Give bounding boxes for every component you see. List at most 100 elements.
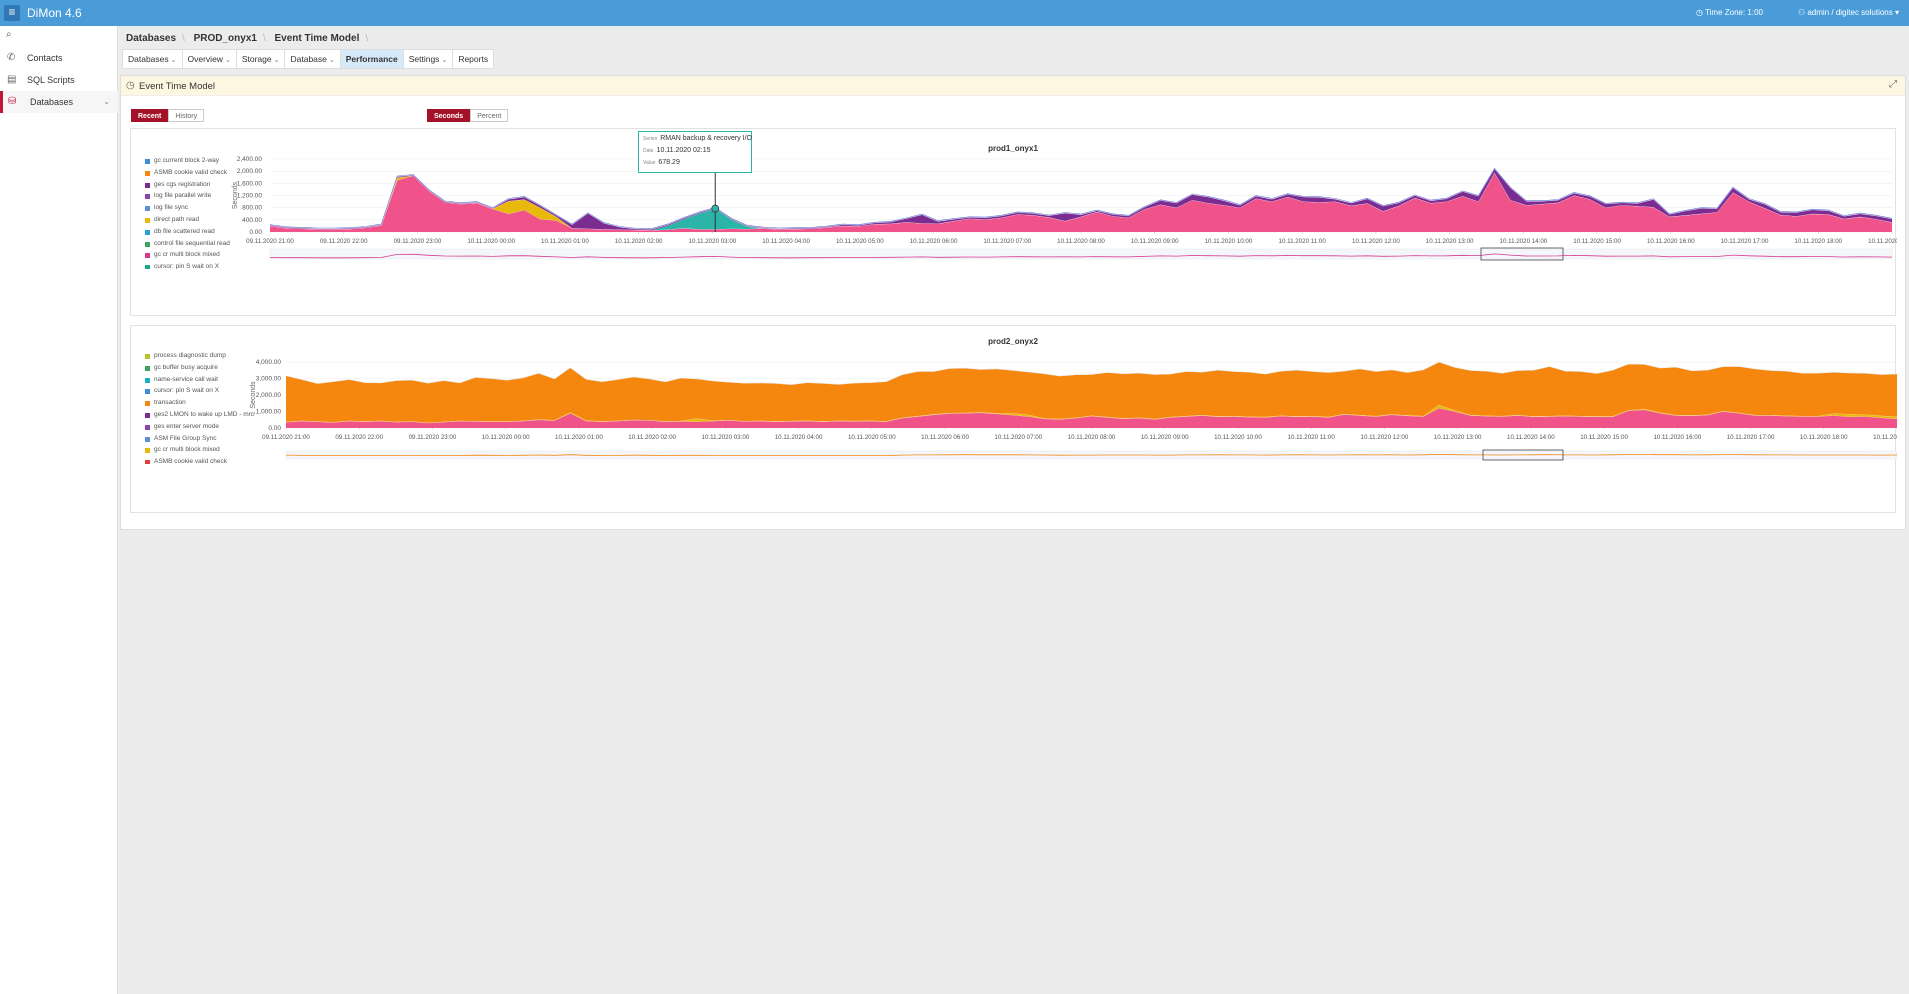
x-tick-label: 10.11.2020 14:00 — [1507, 434, 1555, 441]
legend-item[interactable]: transaction — [145, 399, 255, 411]
legend-item[interactable]: gc buffer busy acquire — [145, 364, 255, 376]
tab-label: Settings — [408, 54, 440, 64]
series-area[interactable] — [286, 408, 1897, 428]
x-tick-label: 10.11.2020 10:00 — [1214, 434, 1262, 441]
navigator-selection-handle[interactable] — [1482, 449, 1564, 461]
legend-swatch — [145, 389, 150, 395]
nav-tabs: Databases ⌄ Overview ⌄ Storage ⌄ Database ⌄ … — [122, 49, 495, 69]
tab-settings[interactable]: Settings ⌄ — [402, 49, 454, 69]
tab-reports[interactable]: Reports — [452, 49, 495, 69]
legend-label: gc current block 2-way — [154, 157, 220, 164]
legend-label: ASM File Group Sync — [154, 434, 217, 442]
tooltip-value: 678.29 — [658, 159, 680, 166]
tab-overview[interactable]: Overview ⌄ — [181, 49, 237, 69]
sidebar: ⌕ ✆ Contacts ▤ SQL Scripts ⛁ Databases ⌄ — [0, 26, 118, 994]
chevron-down-icon: ⌄ — [103, 97, 110, 106]
legend-item[interactable]: cursor: pin S wait on X — [145, 387, 255, 399]
legend-item[interactable]: direct path read — [145, 216, 255, 228]
tooltip-date-key: Date — [643, 148, 654, 154]
tab-database[interactable]: Database ⌄ — [284, 49, 341, 69]
x-tick-label: 10.11.2020 12:00 — [1352, 238, 1400, 245]
breadcrumb-databases[interactable]: Databases — [126, 33, 177, 44]
x-tick-label: 10.11.2020 13:00 — [1434, 434, 1482, 441]
x-tick-label: 09.11.2020 22:00 — [335, 434, 383, 441]
series-area[interactable] — [286, 362, 1897, 423]
series-line — [285, 361, 1897, 385]
x-tick-label: 10.11.2020 19:00 — [1873, 434, 1897, 441]
x-tick-label: 10.11.2020 01:00 — [541, 238, 589, 245]
y-tick-label: 2,400.00 — [237, 156, 263, 163]
chevron-down-icon: ⌄ — [441, 57, 448, 64]
y-tick-label: 800.00 — [242, 205, 262, 212]
x-tick-label: 10.11.2020 07:00 — [994, 434, 1042, 441]
legend-item[interactable]: ASMB cookie valid check — [145, 169, 255, 181]
legend-item[interactable]: process diagnostic dump — [145, 352, 255, 364]
panel-title: Event Time Model — [139, 81, 216, 92]
legend-item[interactable]: gc current block 2-way — [145, 157, 255, 169]
x-tick-label: 10.11.2020 05:00 — [848, 434, 896, 441]
sidebar-item-contacts[interactable]: ✆ Contacts — [0, 47, 118, 69]
seconds-button[interactable]: Seconds — [427, 109, 471, 122]
x-tick-label: 10.11.2020 13:00 — [1426, 238, 1474, 245]
legend-label: transaction — [154, 399, 186, 407]
x-tick-label: 10.11.2020 04:00 — [762, 238, 810, 245]
legend-item[interactable]: cursor: pin S wait on X — [145, 263, 255, 269]
x-tick-label: 10.11.2020 08:00 — [1068, 434, 1116, 441]
legend-swatch — [145, 377, 150, 383]
sidebar-item-label: SQL Scripts — [27, 75, 75, 85]
x-tick-label: 10.11.2020 19:00 — [1868, 238, 1897, 245]
percent-button[interactable]: Percent — [470, 109, 509, 122]
legend-swatch — [145, 436, 150, 442]
chart-plot[interactable]: 2,400.00 2,000.00 1,600.00 1,200.00 800.00 40… — [131, 129, 1897, 317]
x-tick-label: 10.11.2020 00:00 — [482, 434, 530, 441]
legend-item[interactable]: ges cgs registration — [145, 181, 255, 193]
app-title: DiMon 4.6 — [27, 6, 82, 20]
legend-label: ASMB cookie valid check — [154, 458, 227, 464]
breadcrumb-prod-onyx1[interactable]: PROD_onyx1 — [193, 33, 257, 44]
sidebar-item-databases[interactable]: ⛁ Databases ⌄ — [0, 91, 118, 113]
legend-item[interactable]: log file sync — [145, 204, 255, 216]
legend-item[interactable]: ges2 LMON to wake up LMD - mrcvr — [145, 411, 255, 423]
tab-storage[interactable]: Storage ⌄ — [235, 49, 286, 69]
legend-swatch — [145, 194, 150, 200]
hamburger-icon[interactable]: ≡ — [4, 5, 20, 21]
recent-button[interactable]: Recent — [131, 109, 169, 122]
legend-item[interactable]: gc cr multi block mixed — [145, 251, 255, 263]
legend-label: ges2 LMON to wake up LMD - mrcvr — [154, 410, 255, 418]
x-tick-label: 10.11.2020 06:00 — [910, 238, 958, 245]
legend-item[interactable]: db file scattered read — [145, 228, 255, 240]
legend-swatch — [145, 412, 150, 418]
legend-item[interactable]: ASM File Group Sync — [145, 435, 255, 447]
expand-icon[interactable]: ⤢ — [1889, 79, 1897, 90]
y-axis-label: Seconds — [250, 381, 257, 409]
tab-label: Reports — [458, 54, 489, 64]
chart-plot[interactable]: 4,000.00 3,000.00 2,000.00 1,000.00 0.00 Seco… — [131, 326, 1897, 514]
tab-performance[interactable]: Performance — [339, 49, 404, 69]
x-tick-label: 09.11.2020 23:00 — [409, 434, 457, 441]
legend-swatch — [145, 170, 150, 176]
navigator[interactable] — [269, 248, 1893, 260]
y-axis-label: Seconds — [232, 181, 239, 209]
y-tick-label: 1,600.00 — [237, 180, 263, 187]
y-tick-label: 3,000.00 — [256, 376, 282, 383]
x-tick-label: 10.11.2020 07:00 — [983, 238, 1031, 245]
legend-item[interactable]: log file parallel write — [145, 192, 255, 204]
series-area[interactable] — [270, 169, 1892, 231]
legend-item[interactable]: control file sequential read — [145, 240, 255, 252]
legend-item[interactable]: name-service call wait — [145, 376, 255, 388]
tab-databases[interactable]: Databases ⌄ — [122, 49, 183, 69]
legend-item[interactable]: gc cr multi block mixed — [145, 446, 255, 458]
legend-swatch — [145, 206, 150, 212]
legend-label: ASMB cookie valid check — [154, 168, 227, 176]
navigator-selection-handle[interactable] — [1480, 247, 1564, 261]
legend-item[interactable]: ges enter server mode — [145, 423, 255, 435]
breadcrumb-event-time-model: Event Time Model — [274, 33, 360, 44]
sidebar-item-sql-scripts[interactable]: ▤ SQL Scripts — [0, 69, 118, 91]
y-tick-label: 1,000.00 — [256, 409, 282, 416]
timezone-indicator[interactable]: ◷ Time Zone: 1:00 — [1696, 8, 1763, 17]
history-button[interactable]: History — [168, 109, 205, 122]
user-menu[interactable]: ⚇ admin / digitec solutions ▾ — [1798, 8, 1899, 17]
search-icon[interactable]: ⌕ — [6, 29, 12, 40]
chart-legend: process diagnostic dump gc buffer busy ac… — [145, 352, 255, 464]
legend-item[interactable]: ASMB cookie valid check — [145, 458, 255, 464]
